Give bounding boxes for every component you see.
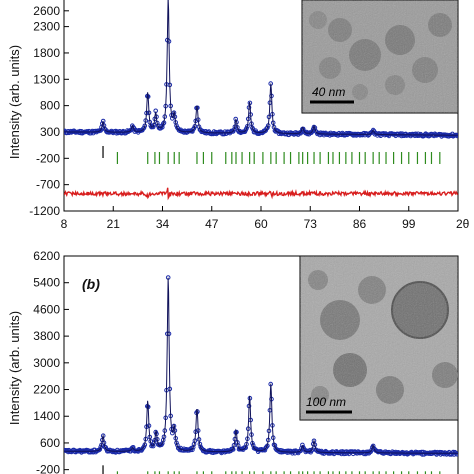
y-tick-label: 3800 (33, 329, 60, 343)
y-tick-label: 2600 (33, 4, 60, 18)
y-tick-label: 600 (40, 436, 60, 450)
scale-bar-label: 100 nm (306, 395, 346, 409)
y-tick-label: 1300 (33, 72, 60, 86)
y-tick-label: 2200 (33, 383, 60, 397)
observed-point (298, 448, 304, 454)
y-tick-label: 4600 (33, 302, 60, 316)
calculated-curve (64, 277, 458, 454)
difference-curve (64, 187, 458, 201)
x-axis: 8 21 34 47 60 73 86 99 (61, 206, 416, 231)
x-tick-label: 47 (205, 217, 219, 231)
x-axis-end-label: 2θ (456, 217, 470, 231)
observed-point (370, 127, 376, 133)
y-tick-label: 800 (40, 99, 60, 113)
y-tick-label: 300 (40, 125, 60, 139)
y-tick-label: 2300 (33, 20, 60, 34)
x-tick-label: 86 (353, 217, 367, 231)
x-tick-label: 34 (156, 217, 170, 231)
y-tick-label: -700 (36, 178, 60, 192)
x-tick-label: 73 (304, 217, 318, 231)
y-tick-label: 1400 (33, 409, 60, 423)
scale-bar-label: 40 nm (312, 85, 345, 99)
observed-point (395, 131, 401, 137)
observed-point (455, 133, 458, 139)
observed-point (450, 449, 456, 455)
y-tick-label: -200 (36, 463, 60, 474)
y-axis-label: Intensity (arb. units) (7, 45, 22, 159)
y-axis: 6200 5400 4600 3800 3000 2200 1400 600 -200 (33, 249, 69, 474)
x-tick-label: 99 (402, 217, 416, 231)
x-tick-label: 60 (254, 217, 268, 231)
observed-point (265, 125, 270, 130)
observed-point (97, 447, 103, 452)
x-tick-label: 8 (61, 217, 68, 231)
panel-label: (b) (82, 276, 100, 292)
x-tick-label: 21 (107, 217, 121, 231)
observed-point (141, 125, 147, 131)
y-tick-label: 1800 (33, 46, 60, 60)
bragg-ticks (102, 465, 441, 474)
observed-point (455, 451, 458, 457)
chart-panel-a: 2600 2300 1800 1300 800 300 -200 -700 -1200 8 21 3… (7, 0, 470, 231)
y-tick-label: 5400 (33, 276, 60, 290)
observed-point (128, 128, 133, 133)
observed-point (300, 126, 306, 132)
observed-point (370, 443, 376, 449)
bragg-ticks (102, 145, 441, 164)
y-axis-label: Intensity (arb. units) (7, 311, 22, 425)
calculated-curve (64, 0, 458, 136)
tem-inset-a: 40 nm (301, 0, 459, 114)
y-tick-label: 3000 (33, 356, 60, 370)
observed-points (64, 0, 458, 139)
y-tick-label: 6200 (33, 249, 60, 263)
y-tick-label: -200 (36, 151, 60, 165)
y-axis: 2600 2300 1800 1300 800 300 -200 -700 -1200 (29, 4, 69, 218)
tem-inset-b: 100 nm (299, 255, 459, 421)
y-tick-label: -1200 (29, 204, 60, 218)
